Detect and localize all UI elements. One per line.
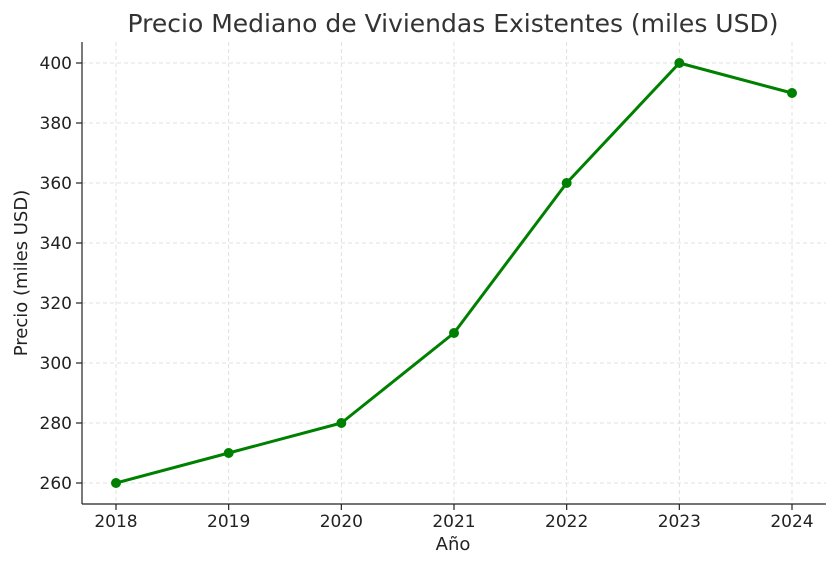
y-tick-label: 280 xyxy=(40,414,72,434)
y-tick-label: 320 xyxy=(40,294,72,314)
data-point xyxy=(561,178,572,188)
x-tick-label: 2022 xyxy=(545,512,588,532)
chart-title: Precio Mediano de Viviendas Existentes (… xyxy=(128,9,779,38)
y-axis-label: Precio (miles USD) xyxy=(11,190,32,356)
x-tick-label: 2019 xyxy=(207,512,250,532)
y-tick-label: 400 xyxy=(40,54,72,74)
data-point xyxy=(449,328,459,338)
ticks: 2018 2019 2020 2021 2022 2023 2024 260 280 300 320… xyxy=(40,54,814,532)
x-tick-label: 2024 xyxy=(770,512,813,532)
series-group xyxy=(111,58,797,488)
y-tick-label: 380 xyxy=(40,114,72,134)
grid xyxy=(82,42,826,504)
y-tick-label: 300 xyxy=(40,354,72,374)
y-tick-label: 260 xyxy=(40,474,72,494)
data-point xyxy=(787,88,797,98)
x-tick-label: 2023 xyxy=(658,512,701,532)
y-tick-label: 340 xyxy=(40,234,72,254)
data-point xyxy=(223,448,234,458)
x-tick-label: 2018 xyxy=(94,512,137,532)
data-point xyxy=(674,58,685,68)
x-axis-label: Año xyxy=(436,534,471,555)
x-tick-label: 2020 xyxy=(320,512,363,532)
data-point xyxy=(111,478,121,488)
x-tick-label: 2021 xyxy=(432,512,475,532)
y-tick-label: 360 xyxy=(40,174,72,194)
data-point xyxy=(336,418,347,428)
